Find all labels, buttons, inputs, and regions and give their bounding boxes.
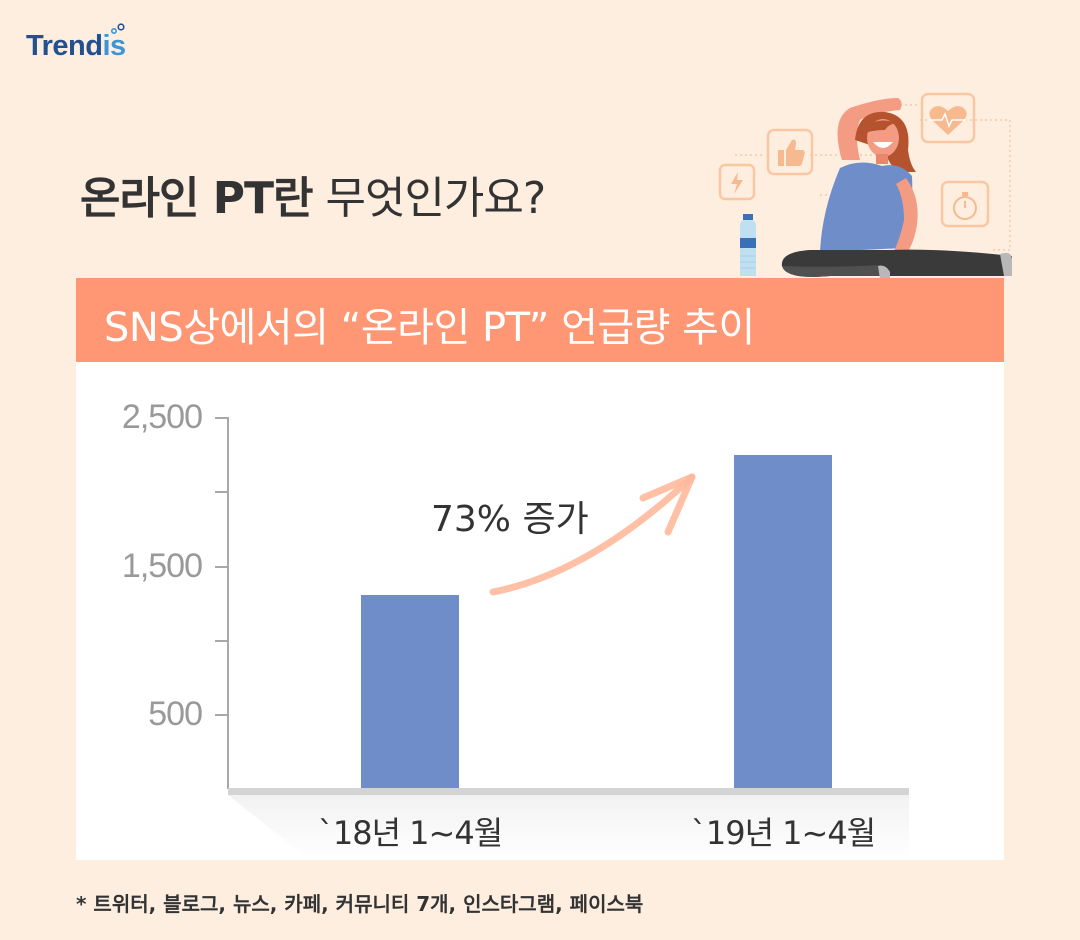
growth-annotation: 73% 증가 [431, 499, 589, 540]
logo-text-main: Trend [26, 30, 103, 62]
title-light: 무엇인가요? [312, 173, 546, 224]
thumbs-up-icon [766, 128, 814, 176]
x-axis-baseline [228, 788, 909, 795]
title-bold: 온라인 PT란 [80, 173, 313, 224]
logo-dots-icon [111, 23, 125, 34]
bar-2018 [361, 595, 459, 788]
y-label-1500: 1,500 [121, 547, 203, 585]
chart-panel [76, 362, 1004, 860]
y-label-500: 500 [148, 695, 203, 733]
y-tick-500 [215, 714, 227, 716]
heart-rate-icon [920, 92, 976, 144]
water-bottle [740, 214, 756, 276]
woman-figure [781, 98, 1012, 292]
bar-2019 [734, 454, 832, 788]
y-tick-2000 [215, 491, 227, 493]
baseline-shadow [228, 795, 909, 860]
x-label-2019: `19년 1~4월 [690, 814, 876, 852]
y-tick-1000 [215, 640, 227, 642]
logo-text-accent: is [102, 30, 126, 62]
chart-title-banner: SNS상에서의 “온라인 PT” 언급량 추이 [76, 278, 1004, 362]
lightning-icon [718, 163, 756, 201]
sources-footnote: * 트위터, 블로그, 뉴스, 카페, 커뮤니티 7개, 인스타그램, 페이스북 [76, 892, 644, 916]
y-tick-2500 [215, 417, 227, 419]
y-tick-1500 [215, 566, 227, 568]
x-label-2018: `18년 1~4월 [317, 814, 503, 852]
chart-title: SNS상에서의 “온라인 PT” 언급량 추이 [104, 305, 755, 351]
y-axis [227, 417, 229, 789]
page-title: 온라인 PT란 무엇인가요? [80, 162, 546, 226]
y-label-2500: 2,500 [121, 398, 203, 436]
workout-illustration [718, 92, 1012, 292]
stopwatch-icon [940, 180, 990, 228]
trendis-logo: Trendis [26, 30, 126, 63]
growth-arrow-icon [489, 473, 696, 596]
